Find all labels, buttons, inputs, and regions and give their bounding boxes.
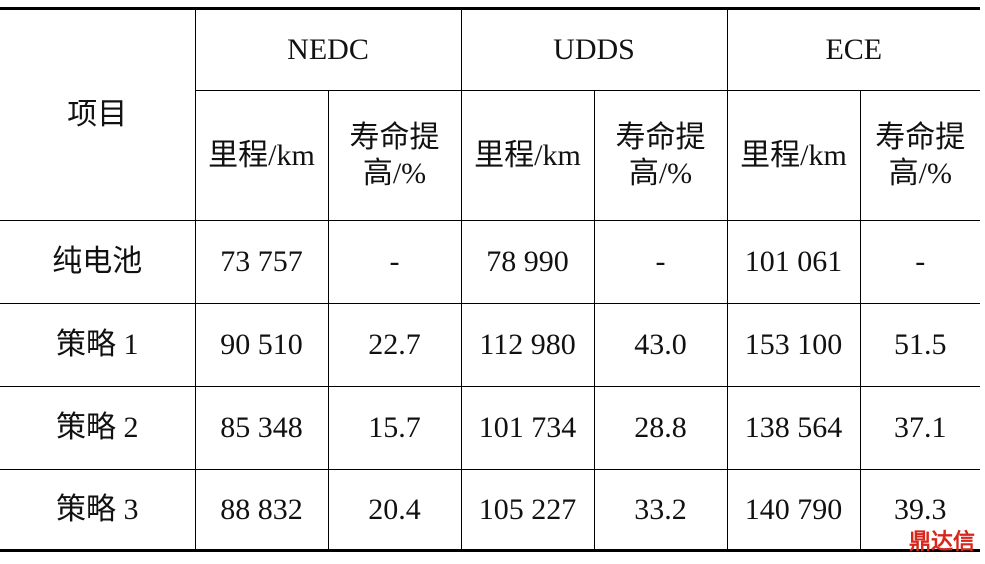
sub-header: 寿命提高/%: [593, 90, 728, 221]
cell: 43.0: [593, 303, 728, 387]
row-label: 纯电池: [0, 220, 196, 304]
cell: 85 348: [194, 386, 329, 470]
cell: 101 734: [460, 386, 595, 470]
data-row: 纯电池 73 757-78 990-101 061-: [0, 220, 981, 304]
cell: 39.3: [859, 469, 981, 551]
cell: 33.2: [593, 469, 728, 551]
row-label: 策略 2: [0, 386, 196, 470]
cell: 73 757: [194, 220, 329, 304]
watermark: 鼎达信: [908, 530, 975, 555]
data-row: 策略 3 88 832 20.4 105 227 33.2 140 790 39.3: [0, 469, 981, 551]
cell: 138 564: [726, 386, 861, 470]
sub-header: 寿命提高/%: [859, 90, 981, 221]
data-row: 策略 1 90 510 22.7 112 980 43.0 153 100 51.5: [0, 303, 981, 387]
cell: 37.1: [859, 386, 981, 470]
sub-header: 里程/km: [195, 90, 329, 221]
cell: -: [859, 220, 981, 304]
cell: 153 100: [726, 303, 861, 387]
cell: 88 832: [194, 469, 329, 551]
cell: 22.7: [327, 303, 462, 387]
group-header: NEDC: [194, 8, 462, 91]
row-label: 策略 1: [0, 303, 196, 387]
subheader-row: 里程/km 寿命提高/% 里程/km 寿命提高/% 里程/km 寿命提高/%: [0, 90, 981, 221]
cell: 51.5: [859, 303, 981, 387]
cell: -: [327, 220, 462, 304]
cell: 20.4: [327, 469, 462, 551]
cell: 105 227: [460, 469, 595, 551]
group-header: UDDS: [460, 8, 728, 91]
cell: 112 980: [460, 303, 595, 387]
item-header: 项目: [0, 8, 196, 221]
row-label: 策略 3: [0, 469, 196, 551]
cell: 78 990: [460, 220, 595, 304]
sub-header: 里程/km: [726, 90, 861, 221]
data-row: 策略 2 85 348 15.7 101 734 28.8 138 564 37.1: [0, 386, 981, 470]
cell: 90 510: [194, 303, 329, 387]
sub-header: 里程/km: [460, 90, 595, 221]
data-table: 项目 NEDC UDDS ECE 里程/km 寿命提高/% 里程/km 寿命提高…: [0, 7, 981, 552]
table-body: 项目 NEDC UDDS ECE 里程/km 寿命提高/% 里程/km 寿命提高…: [0, 8, 981, 551]
cell: 140 790: [726, 469, 861, 551]
cell: -: [593, 220, 728, 304]
cell: 28.8: [593, 386, 728, 470]
sub-header: 寿命提高/%: [327, 90, 462, 221]
header-row: 项目 NEDC UDDS ECE: [0, 8, 981, 221]
cell: 15.7: [327, 386, 462, 470]
cell: 101 061: [726, 220, 861, 304]
group-header: ECE: [726, 8, 981, 91]
